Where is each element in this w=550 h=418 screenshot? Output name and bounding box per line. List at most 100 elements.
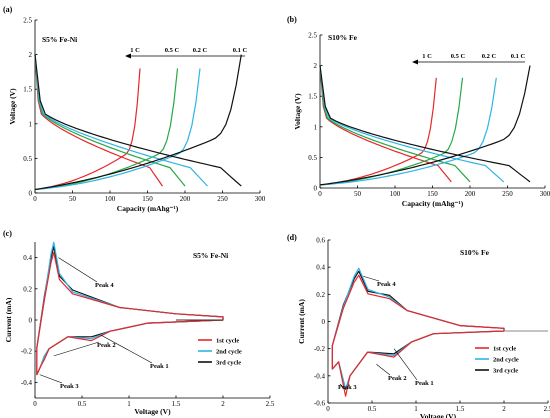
rate-label: 0.5 C	[451, 53, 466, 60]
legend-entry: 2nd cycle	[493, 357, 519, 364]
x-tick-label: 250	[217, 195, 228, 203]
x-tick-label: 150	[427, 190, 438, 198]
x-tick-label: 300	[540, 190, 550, 198]
annotation-leader	[53, 341, 100, 357]
annotation-leader	[39, 374, 63, 384]
y-tick-label: 0.2	[23, 285, 32, 293]
x-tick-label: 200	[465, 190, 476, 198]
y-tick-label: 0.4	[23, 254, 32, 262]
y-tick-label: 1	[314, 123, 318, 131]
y-axis-label: Voltage (V)	[8, 88, 17, 125]
x-tick-label: 50	[69, 195, 77, 203]
panel-label: (d)	[287, 233, 297, 242]
discharge-curve	[34, 54, 208, 187]
rate-label: 0.1 C	[233, 47, 248, 54]
inset-title: S5% Fe-Ni	[42, 35, 77, 44]
arrow-head	[125, 53, 131, 59]
rate-label: 0.5 C	[165, 47, 180, 54]
panel-label: (c)	[3, 229, 12, 238]
y-axis-label: Voltage (V)	[293, 93, 302, 130]
x-tick-label: 100	[105, 195, 116, 203]
y-tick-label: -0.4	[314, 372, 326, 380]
annotation-leader	[376, 364, 391, 376]
panel-label: (b)	[287, 15, 297, 24]
charge-curve	[34, 68, 179, 191]
x-tick-label: 300	[255, 195, 266, 203]
panel-b: 0 50 100 150 200 250 300 0 0.5 1 1.5 2 2.5 (b) S10% Fe…	[287, 15, 550, 208]
y-tick-label: 0.4	[316, 264, 325, 272]
x-tick-label: 2	[221, 400, 225, 408]
peak-annotation: Peak 3	[338, 384, 357, 391]
y-tick-label: 1.5	[308, 93, 317, 101]
y-tick-label: 1.5	[23, 86, 32, 94]
annotation-leader	[363, 275, 380, 282]
y-tick-label: 1	[29, 120, 33, 128]
y-tick-label: -0.2	[314, 345, 326, 353]
arrow-head	[412, 59, 418, 65]
x-tick-label: 0	[326, 405, 330, 413]
annotation-leader	[339, 383, 346, 390]
x-tick-label: 50	[354, 190, 362, 198]
x-tick-label: 1	[127, 400, 131, 408]
rate-label: 1 C	[422, 53, 432, 60]
y-tick-label: 0	[29, 190, 33, 198]
annotation-leader	[100, 334, 153, 364]
y-tick-label: 2.5	[308, 32, 317, 40]
rate-label: 0.2 C	[482, 53, 497, 60]
x-tick-label: 200	[180, 195, 191, 203]
y-tick-label: -0.4	[21, 379, 33, 387]
x-tick-label: 0	[33, 195, 37, 203]
x-tick-label: 1.5	[456, 405, 465, 413]
charge-curve	[319, 65, 531, 186]
y-tick-label: 0	[29, 317, 33, 325]
x-tick-label: 0.5	[78, 400, 87, 408]
rate-label: 0.2 C	[193, 47, 208, 54]
x-tick-label: 0	[33, 400, 37, 408]
legend-entry: 1st cycle	[216, 338, 239, 345]
cv-cycle-3	[331, 270, 505, 390]
x-tick-label: 0	[318, 190, 322, 198]
x-axis-label: Capacity (mAhg⁻¹)	[402, 199, 464, 208]
y-tick-label: 2	[314, 62, 318, 70]
charge-curve	[34, 54, 242, 191]
x-tick-label: 100	[390, 190, 401, 198]
y-axis-label: Current (mA)	[297, 299, 306, 344]
legend-entry: 1st cycle	[493, 346, 516, 353]
y-tick-label: 0	[322, 318, 326, 326]
y-axis-label: Current (mA)	[4, 297, 13, 342]
discharge-curve	[34, 54, 242, 187]
inset-title: S10% Fe	[460, 248, 490, 257]
x-tick-label: 0.5	[368, 405, 377, 413]
x-tick-label: 1.5	[172, 400, 181, 408]
discharge-curve	[319, 65, 505, 183]
x-axis-label: Voltage (V)	[420, 412, 457, 418]
panel-d: 0 0.5 1 1.5 2 2.5 -0.6 -0.4 -0.2 0 0.2 0.4 0.6 (d) S10…	[287, 233, 550, 418]
legend-entry: 3rd cycle	[493, 368, 518, 375]
discharge-curve	[34, 54, 186, 187]
cv-cycle-1	[331, 274, 505, 397]
peak-annotation: Peak 2	[97, 342, 116, 349]
y-tick-label: -0.6	[314, 400, 326, 408]
discharge-curve	[34, 54, 163, 187]
annotation-leader	[58, 257, 98, 283]
x-tick-label: 2.5	[544, 405, 550, 413]
peak-annotation: Peak 3	[60, 383, 79, 390]
y-tick-label: 0.2	[316, 291, 325, 299]
panel-a: 0 50 100 150 200 250 300 0 0.5 1 1.5 2 2.5 (a) S5% Fe-…	[3, 5, 266, 213]
inset-title: S10% Fe	[328, 33, 358, 42]
x-tick-label: 2	[502, 405, 506, 413]
annotation-leader	[393, 348, 418, 381]
x-tick-label: 2.5	[266, 400, 275, 408]
x-tick-label: 250	[502, 190, 513, 198]
y-tick-label: 2	[29, 51, 33, 59]
legend-entry: 3rd cycle	[216, 360, 241, 367]
rate-label: 1 C	[130, 47, 140, 54]
panel-label: (a)	[3, 5, 13, 14]
legend-entry: 2nd cycle	[216, 349, 242, 356]
peak-annotation: Peak 4	[95, 282, 114, 289]
y-tick-label: 0.6	[316, 237, 325, 245]
x-tick-label: 150	[142, 195, 153, 203]
charge-curve	[34, 68, 141, 191]
x-axis-label: Capacity (mAhg⁻¹)	[117, 204, 179, 213]
y-tick-label: 2.5	[23, 17, 32, 25]
